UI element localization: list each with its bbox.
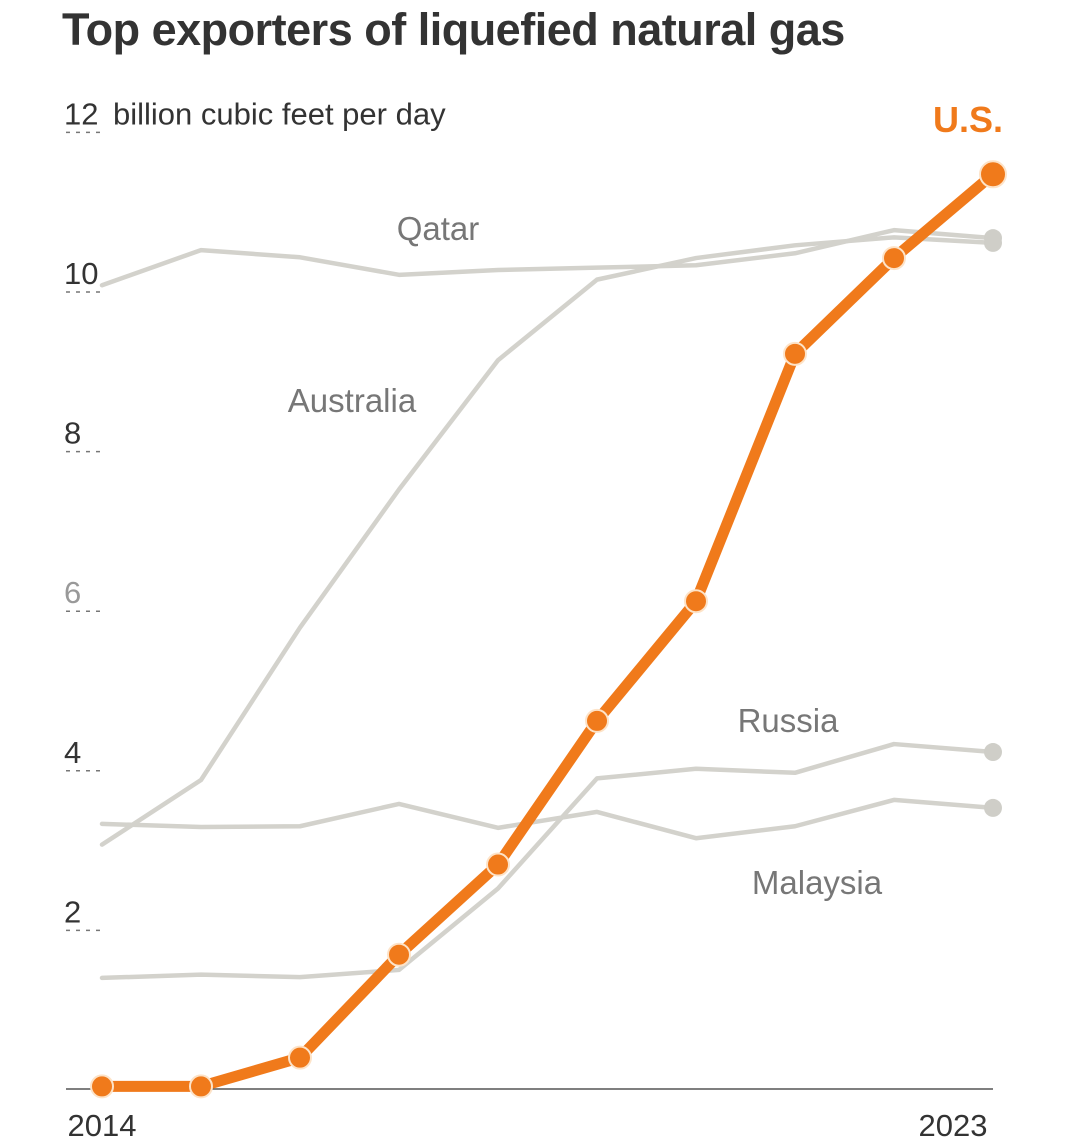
x-tick-label: 2023 (919, 1108, 988, 1143)
y-tick-label: 6 (64, 575, 81, 610)
end-point-australia (984, 233, 1002, 252)
series-label-qatar: Qatar (397, 210, 480, 247)
end-point-russia (984, 743, 1002, 762)
data-point-us (684, 589, 708, 614)
data-point-us (90, 1074, 114, 1099)
data-point-us (979, 160, 1007, 189)
series-line-malaysia (99, 797, 996, 841)
data-point-us (783, 341, 807, 366)
y-axis-unit-label: billion cubic feet per day (113, 96, 446, 131)
series-label-australia: Australia (288, 382, 417, 419)
data-point-us (585, 708, 609, 733)
series-line-australia (99, 235, 996, 847)
series-label-us: U.S. (933, 99, 1003, 140)
data-point-us (882, 246, 906, 271)
y-tick-label: 4 (64, 735, 81, 770)
chart-title: Top exporters of liquefied natural gas (62, 4, 845, 55)
y-tick-label: 12 (64, 96, 98, 131)
y-tick-label: 2 (64, 894, 81, 929)
y-tick-label: 10 (64, 256, 98, 291)
series-label-malaysia: Malaysia (752, 864, 883, 901)
y-tick-label: 8 (64, 416, 81, 451)
x-tick-label: 2014 (68, 1108, 137, 1143)
data-point-us (387, 942, 411, 967)
data-point-us (486, 852, 510, 877)
data-point-us (288, 1045, 312, 1070)
end-point-malaysia (984, 798, 1002, 817)
series-line-us (96, 168, 999, 1092)
series-label-russia: Russia (738, 702, 840, 739)
data-point-us (189, 1074, 213, 1099)
series-line-russia (99, 741, 996, 981)
